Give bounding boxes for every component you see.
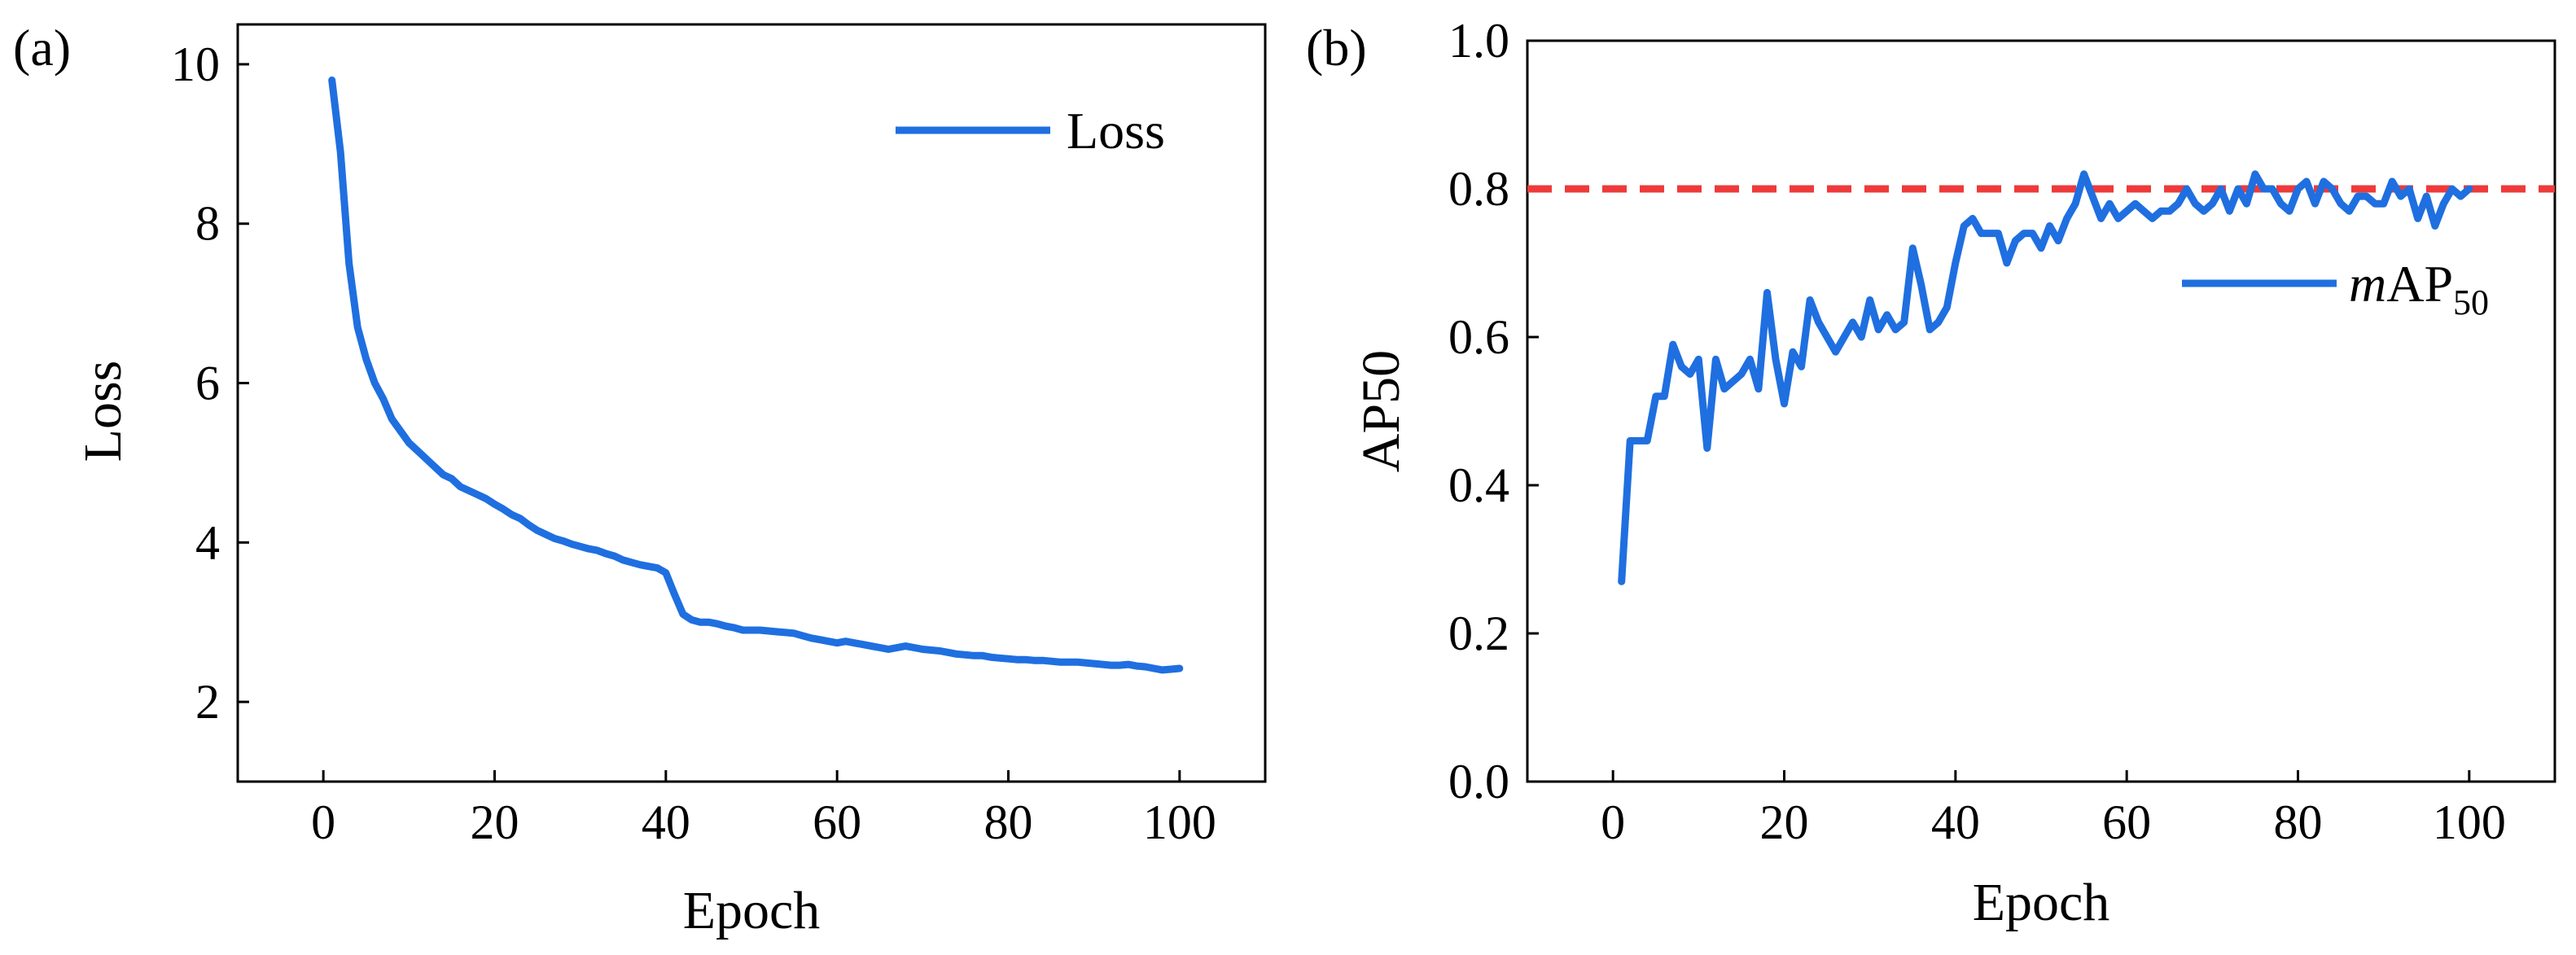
panel-b-x-tick-label: 20 [1760, 795, 1809, 849]
panel-a-y-ticks: 2 4 6 8 10 [171, 37, 249, 729]
panel-a-x-axis-label: Epoch [683, 881, 821, 940]
panel-a-x-tick-label: 60 [813, 795, 861, 849]
panel-b-x-ticks: 0 20 40 60 80 100 [1601, 770, 2506, 849]
panel-b-y-tick-label: 0.2 [1448, 607, 1509, 660]
panel-b-y-tick-label: 0.0 [1448, 755, 1509, 808]
panel-b-y-tick-label: 0.8 [1448, 162, 1509, 216]
panel-a-series [328, 77, 1184, 674]
panel-a-y-tick-label: 10 [171, 37, 220, 91]
panel-a-x-ticks: 0 20 40 60 80 100 [311, 770, 1216, 849]
panel-a-y-axis-label: Loss [73, 361, 133, 462]
panel-b-y-axis-label: AP50 [1352, 350, 1411, 472]
panel-b-series-line-0 [1618, 170, 2473, 585]
panel-b-x-tick-label: 40 [1931, 795, 1980, 849]
panel-b-x-axis-label: Epoch [1973, 873, 2110, 932]
panel-b-y-tick-label: 1.0 [1448, 14, 1509, 68]
panel-a-y-tick-label: 6 [195, 357, 220, 410]
panel-a-label: (a) [13, 19, 71, 77]
panel-a-x-tick-label: 0 [311, 795, 335, 849]
panel-a-x-tick-label: 20 [471, 795, 519, 849]
panel-b-x-tick-label: 60 [2102, 795, 2151, 849]
panel-b-map-chart: (b) 0 20 40 60 80 100 0.0 0.2 0.4 0.6 0.8 1.0 Epoc… [1306, 14, 2556, 932]
panel-b-legend-text: mAP50 [2349, 255, 2489, 322]
panel-a-y-tick-label: 2 [195, 675, 220, 729]
panel-a-y-tick-label: 4 [195, 515, 220, 569]
panel-b-x-tick-label: 100 [2433, 795, 2506, 849]
panel-b-y-tick-label: 0.4 [1448, 458, 1509, 512]
panel-b-legend: mAP50 [2182, 255, 2489, 322]
panel-a-x-tick-label: 40 [642, 795, 690, 849]
panel-b-label: (b) [1306, 19, 1367, 77]
panel-a-x-tick-label: 80 [984, 795, 1033, 849]
panel-b-x-tick-label: 80 [2274, 795, 2323, 849]
panel-a-series-line-0 [328, 77, 1184, 674]
panel-b-y-tick-label: 0.6 [1448, 310, 1509, 364]
panel-b-x-tick-label: 0 [1601, 795, 1625, 849]
panel-a-legend: Loss [896, 102, 1165, 160]
panel-b-series [1618, 170, 2473, 585]
panel-a-legend-text: Loss [1067, 102, 1165, 160]
panel-a-y-tick-label: 8 [195, 197, 220, 251]
panel-a-loss-chart: (a) 0 20 40 60 80 100 2 4 6 8 10 Epoch Loss Loss [13, 19, 1267, 940]
panel-b-plot-frame [1526, 39, 2556, 783]
panel-a-plot-frame [236, 23, 1267, 783]
panel-b-y-ticks: 0.0 0.2 0.4 0.6 0.8 1.0 [1448, 14, 1539, 808]
panel-a-x-tick-label: 100 [1143, 795, 1216, 849]
